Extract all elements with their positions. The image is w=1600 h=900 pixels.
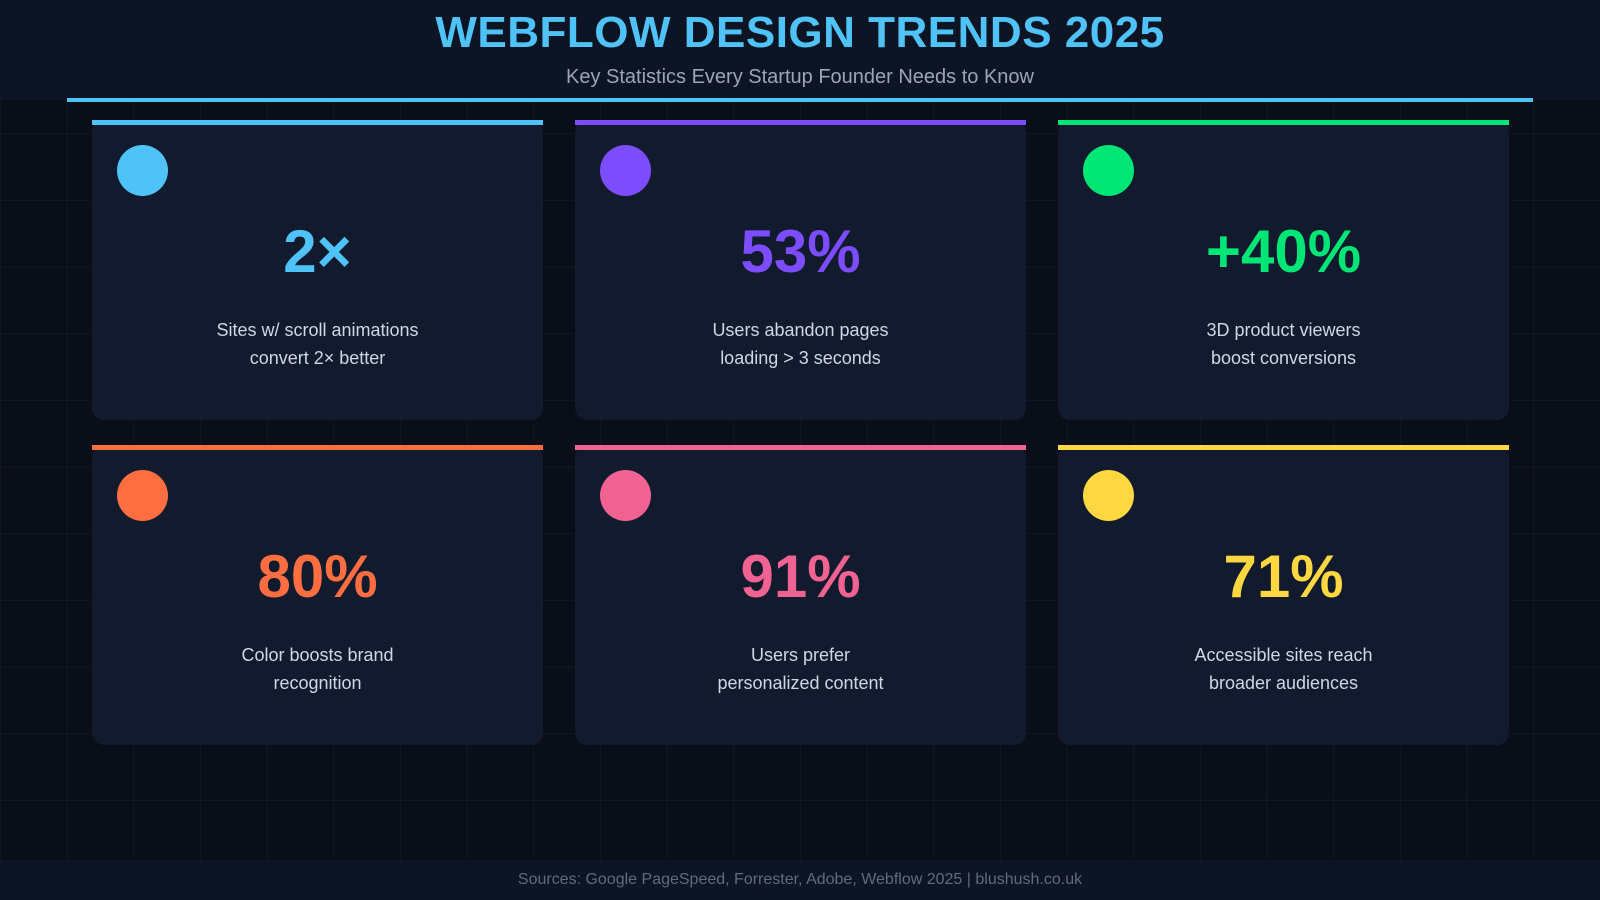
card-accent-bar [1058, 445, 1509, 450]
stat-description-line: 3D product viewers [1206, 320, 1361, 340]
stat-description-line: broader audiences [1208, 673, 1359, 693]
stat-description-line: personalized content [717, 673, 884, 693]
stat-value: 2× [283, 218, 352, 285]
stat-description-line: convert 2× better [249, 348, 386, 368]
stat-description-line: Accessible sites reach [1194, 645, 1373, 665]
header-divider [67, 98, 1533, 102]
stat-description: Users prefer personalized content [575, 641, 1026, 697]
card-accent-bar [575, 445, 1026, 450]
circle-icon [600, 470, 651, 521]
stat-value: 53% [740, 218, 861, 285]
stat-description: Color boosts brand recognition [92, 641, 543, 697]
card-accent-bar [92, 445, 543, 450]
stat-value: +40% [1205, 218, 1362, 285]
page-subtitle: Key Statistics Every Startup Founder Nee… [566, 66, 1034, 88]
card-accent-bar [1058, 120, 1509, 125]
stat-description: Users abandon pages loading > 3 seconds [575, 316, 1026, 372]
stat-card-accessibility: 71% Accessible sites reach broader audie… [1058, 445, 1509, 745]
stat-description-line: loading > 3 seconds [720, 348, 881, 368]
stat-value: 80% [257, 543, 378, 610]
stat-value: 91% [740, 543, 861, 610]
circle-icon [117, 145, 168, 196]
stat-description-line: Color boosts brand [241, 645, 394, 665]
stat-description-line: Users abandon pages [712, 320, 889, 340]
stat-description-line: Sites w/ scroll animations [216, 320, 419, 340]
stat-card-brand-color: 80% Color boosts brand recognition [92, 445, 543, 745]
stat-description: Accessible sites reach broader audiences [1058, 641, 1509, 697]
circle-icon [1083, 145, 1134, 196]
stat-description-line: recognition [273, 673, 362, 693]
page-title: WEBFLOW DESIGN TRENDS 2025 [435, 8, 1165, 57]
stat-value: 71% [1223, 543, 1344, 610]
card-accent-bar [92, 120, 543, 125]
stat-description-line: boost conversions [1210, 348, 1357, 368]
stat-card-scroll-animations: 2× Sites w/ scroll animations convert 2×… [92, 120, 543, 420]
stat-card-personalization: 91% Users prefer personalized content [575, 445, 1026, 745]
sources-text: Sources: Google PageSpeed, Forrester, Ad… [517, 871, 1083, 888]
stat-card-page-abandonment: 53% Users abandon pages loading > 3 seco… [575, 120, 1026, 420]
circle-icon [117, 470, 168, 521]
header: WEBFLOW DESIGN TRENDS 2025 Key Statistic… [0, 0, 1600, 100]
circle-icon [1083, 470, 1134, 521]
stat-description: 3D product viewers boost conversions [1058, 316, 1509, 372]
footer: Sources: Google PageSpeed, Forrester, Ad… [0, 860, 1600, 900]
circle-icon [600, 145, 651, 196]
card-accent-bar [575, 120, 1026, 125]
stat-card-3d-viewers: +40% 3D product viewers boost conversion… [1058, 120, 1509, 420]
stat-description-line: Users prefer [750, 645, 851, 665]
stat-description: Sites w/ scroll animations convert 2× be… [92, 316, 543, 372]
